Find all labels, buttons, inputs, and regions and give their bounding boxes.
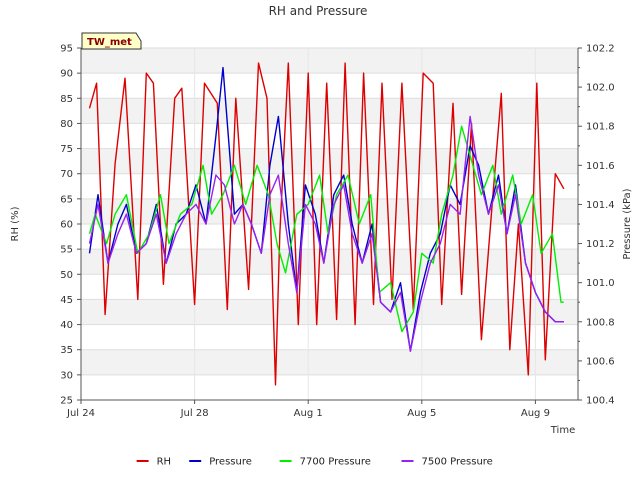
x-tick-label: Jul 28 (180, 408, 209, 419)
y2-tick-label: 100.8 (586, 317, 615, 328)
y-tick-label: 55 (60, 245, 73, 256)
series-layer (88, 62, 565, 386)
x-tick-label: Aug 5 (407, 408, 436, 419)
x-tick-label: Jul 24 (66, 408, 95, 419)
y-tick-label: 30 (60, 370, 73, 381)
y-tick-label: 70 (60, 169, 73, 180)
y2-tick-label: 100.4 (586, 396, 615, 407)
site-badge-box (81, 32, 142, 50)
x-tick-label: Aug 9 (521, 408, 550, 419)
y-tick-label: 90 (60, 69, 73, 80)
y-axis-left: 25 30 35 40 45 50 55 60 65 70 75 80 85 90 95 (60, 44, 81, 407)
y-tick-label: 60 (60, 220, 73, 231)
plot-band (81, 249, 578, 275)
chart-title: RH and Pressure (269, 4, 368, 18)
plot-band (81, 349, 578, 375)
y-axis-title: RH (%) (10, 206, 21, 241)
y-tick-label: 25 (60, 396, 73, 407)
plot-band (81, 98, 578, 124)
y-tick-label: 65 (60, 194, 73, 205)
y2-tick-label: 102.2 (586, 44, 615, 55)
y2-axis-title: Pressure (kPa) (622, 188, 633, 259)
y2-tick-label: 101.0 (586, 278, 615, 289)
legend-label-rh: RH (157, 457, 171, 468)
y-tick-label: 50 (60, 270, 73, 281)
legend-label-7500-pressure: 7500 Pressure (422, 457, 493, 468)
y-tick-label: 95 (60, 44, 73, 55)
y2-tick-label: 100.6 (586, 356, 615, 367)
plot-band (81, 48, 578, 74)
y-tick-label: 80 (60, 119, 73, 130)
plot-band (81, 299, 578, 325)
series-line-rh (88, 62, 565, 386)
y2-tick-label: 101.8 (586, 122, 615, 133)
y-axis-right: 100.4 100.6 100.8 101.0 101.2 101.4 101.6 101.8… (578, 44, 615, 407)
site-badge-text: TW_met (87, 37, 132, 48)
legend-label-7700-pressure: 7700 Pressure (300, 457, 371, 468)
y2-tick-label: 101.4 (586, 200, 615, 211)
legend: RH Pressure 7700 Pressure 7500 Pressure (136, 457, 493, 468)
y-tick-label: 85 (60, 94, 73, 105)
x-axis: Jul 24 Jul 28 Aug 1 Aug 5 Aug 9 (66, 400, 550, 419)
legend-label-pressure: Pressure (209, 457, 252, 468)
y-tick-label: 35 (60, 345, 73, 356)
y2-tick-label: 101.6 (586, 161, 615, 172)
x-axis-title: Time (550, 425, 575, 436)
x-tick-label: Aug 1 (294, 408, 323, 419)
site-badge: TW_met (81, 32, 142, 50)
y-tick-label: 75 (60, 144, 73, 155)
y2-tick-label: 102.0 (586, 83, 615, 94)
y-tick-label: 40 (60, 320, 73, 331)
y2-tick-label: 101.2 (586, 239, 615, 250)
series-line-7500-pressure (88, 115, 564, 352)
y-tick-label: 45 (60, 295, 73, 306)
